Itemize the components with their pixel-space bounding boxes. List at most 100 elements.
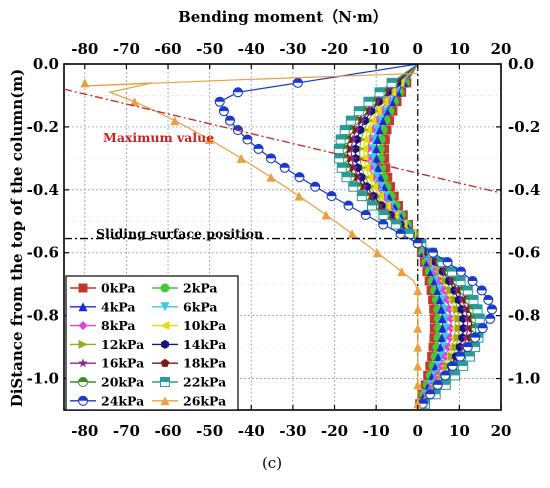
data-point (161, 339, 169, 349)
data-point (232, 87, 244, 98)
marker-fill (391, 219, 401, 225)
marker-fill (404, 229, 414, 234)
data-point (378, 219, 389, 230)
data-point (397, 267, 407, 277)
data-point (341, 172, 352, 183)
data-point (160, 377, 170, 387)
data-point (265, 153, 277, 164)
marker-fill (463, 285, 473, 291)
marker-fill (233, 125, 243, 131)
y-tick-label-left: -0.2 (27, 118, 59, 136)
y-tick-label-right: 0.0 (508, 55, 534, 73)
x-tick-label-top: 20 (491, 40, 512, 58)
data-point (395, 228, 406, 239)
data-point (455, 266, 467, 277)
marker-fill (463, 342, 473, 348)
marker-fill (478, 323, 488, 329)
data-point (374, 87, 385, 98)
axis-ticks: -80-80-70-70-60-60-50-50-40-40-30-30-20-… (27, 40, 541, 440)
data-point (378, 116, 388, 126)
data-point (461, 332, 472, 342)
marker-fill (357, 191, 367, 197)
data-point (447, 360, 458, 372)
marker-fill (160, 377, 170, 382)
y-tick-label-left: 0.0 (33, 55, 59, 73)
data-point (464, 351, 475, 362)
legend-item: 6kPa (152, 299, 218, 314)
data-point (462, 342, 473, 353)
marker-fill (465, 352, 475, 357)
series-22kPa (333, 64, 486, 409)
series-layer (80, 64, 498, 409)
marker-fill (254, 144, 264, 149)
legend: 0kPa 2kPa 4kPa 6kPa 8kPa 10kPa 12kPa 14kPa 16kPa… (65, 275, 239, 411)
legend-item: 2kPa (152, 281, 218, 296)
marker-fill (470, 342, 480, 348)
x-tick-label-top: -80 (71, 40, 98, 58)
data-point (78, 377, 88, 387)
marker-fill (433, 380, 443, 385)
marker-fill (487, 304, 497, 310)
marker-fill (450, 370, 460, 376)
data-point (294, 172, 305, 183)
legend-item: 4kPa (70, 299, 136, 314)
marker-fill (378, 219, 388, 225)
x-tick-label-top: -30 (279, 40, 306, 58)
y-axis-label: DiStance from the top of the column(m) (8, 69, 26, 408)
y-tick-label-left: -0.6 (27, 244, 59, 262)
y-tick-label-right: -0.8 (508, 307, 540, 325)
marker-fill (334, 144, 344, 149)
maximum-value-line (63, 88, 502, 194)
marker-fill (443, 257, 453, 263)
marker-fill (367, 201, 377, 206)
marker-fill (336, 134, 346, 140)
marker-fill (470, 333, 480, 338)
y-tick-label-left: -0.4 (27, 181, 59, 199)
data-point (486, 304, 498, 315)
data-point (455, 351, 466, 362)
data-point (253, 143, 264, 154)
marker-fill (346, 116, 356, 121)
data-point (321, 210, 331, 220)
x-tick-label-bottom: 20 (491, 422, 512, 440)
data-point (363, 96, 374, 107)
data-point (371, 153, 381, 163)
legend-item: 14kPa (152, 337, 226, 352)
data-point (374, 125, 384, 135)
data-point (485, 313, 496, 324)
x-tick-label-bottom: -70 (113, 422, 140, 440)
marker-fill (378, 210, 388, 215)
marker-fill (225, 116, 235, 121)
marker-fill (387, 78, 397, 83)
data-point (160, 396, 170, 406)
legend-label: 20kPa (101, 375, 144, 390)
data-point (470, 332, 481, 343)
marker-fill (477, 285, 487, 291)
legend-item: 26kPa (152, 393, 226, 408)
data-point (425, 389, 436, 400)
sliding-surface-label: Sliding surface position (96, 226, 263, 241)
y-tick-label-right: -0.4 (508, 181, 540, 199)
data-point (413, 361, 423, 371)
marker-fill (266, 153, 276, 159)
data-point (453, 304, 463, 314)
data-point (160, 302, 170, 312)
x-tick-label-bottom: -60 (154, 422, 181, 440)
marker-fill (293, 78, 303, 83)
marker-fill (473, 304, 483, 310)
data-point (348, 181, 359, 192)
data-point (78, 283, 88, 293)
data-point (413, 304, 423, 314)
data-point (412, 238, 423, 249)
data-point (356, 191, 367, 202)
x-tick-label-bottom: -30 (279, 422, 306, 440)
marker-fill (468, 276, 478, 282)
data-point (336, 162, 347, 173)
marker-fill (456, 267, 466, 272)
data-point (347, 229, 357, 239)
data-point (218, 106, 229, 117)
marker-fill (396, 229, 406, 234)
figure-caption: (c) (262, 454, 282, 472)
x-tick-label-bottom: -80 (71, 422, 98, 440)
data-point (78, 358, 88, 368)
